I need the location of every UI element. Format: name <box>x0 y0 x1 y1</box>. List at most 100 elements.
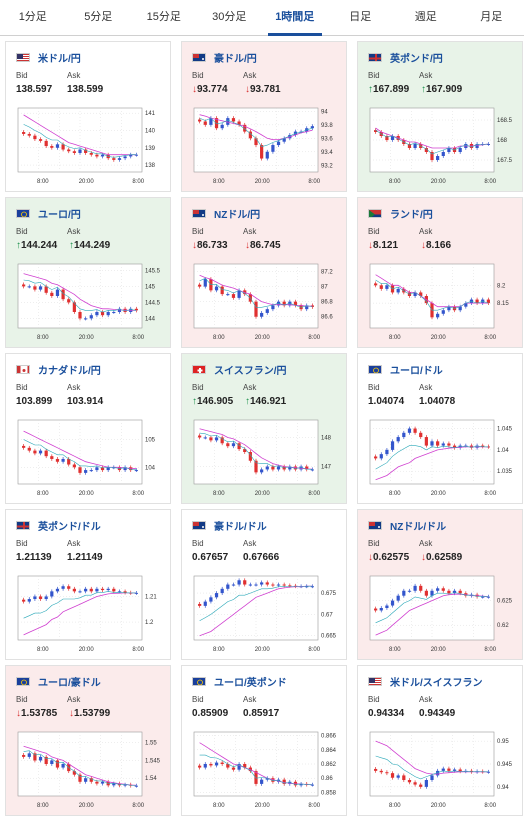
currency-pair-link[interactable]: 米ドル/円 <box>16 50 81 65</box>
tab-15min[interactable]: 15分足 <box>131 0 197 35</box>
y-tick-label: 86.6 <box>321 315 333 321</box>
candle-body <box>430 775 433 780</box>
candle-body <box>221 287 224 295</box>
currency-pair-link[interactable]: ユーロ/英ポンド <box>192 674 287 689</box>
x-tick-label: 8:00 <box>132 335 144 341</box>
tab-daily[interactable]: 日足 <box>328 0 394 35</box>
candle-body <box>112 589 115 592</box>
candle-body <box>123 156 126 158</box>
x-tick-label: 8:00 <box>484 647 496 653</box>
ask-value: ↓1.53799 <box>69 708 110 719</box>
candle-body <box>408 429 411 433</box>
candle-body <box>271 305 274 309</box>
tab-monthly[interactable]: 月足 <box>459 0 524 35</box>
y-tick-label: 0.945 <box>497 762 513 768</box>
currency-pair-link[interactable]: 豪ドル/ドル <box>192 518 267 533</box>
candle-body <box>22 600 25 602</box>
x-tick-label: 8:00 <box>213 491 225 497</box>
currency-pair-link[interactable]: ユーロ/円 <box>16 206 81 221</box>
tab-1min[interactable]: 1分足 <box>0 0 66 35</box>
bid-value: ↓86.733 <box>192 240 228 251</box>
x-tick-label: 8:00 <box>308 491 320 497</box>
candle-body <box>436 588 439 590</box>
tab-1hour[interactable]: 1時間足 <box>262 0 328 35</box>
currency-pair-link[interactable]: NZドル/円 <box>192 206 260 221</box>
ask-label: Ask <box>419 539 432 548</box>
candle-body <box>73 589 76 592</box>
candle-body <box>78 591 81 592</box>
tab-30min[interactable]: 30分足 <box>197 0 263 35</box>
candle-body <box>45 141 48 146</box>
y-tick-label: 1.2 <box>145 620 154 626</box>
candle-body <box>61 586 64 589</box>
currency-pair-link[interactable]: NZドル/ドル <box>368 518 446 533</box>
candle-body <box>237 580 240 584</box>
currency-pair-link[interactable]: ユーロ/ドル <box>368 362 443 377</box>
currency-pair-link[interactable]: カナダドル/円 <box>16 362 101 377</box>
y-tick-label: 8.15 <box>497 301 509 307</box>
tab-5min[interactable]: 5分足 <box>66 0 132 35</box>
tab-weekly[interactable]: 週足 <box>393 0 459 35</box>
candle-body <box>397 289 400 293</box>
candle-body <box>266 582 269 584</box>
candle-body <box>84 470 87 473</box>
candle-body <box>56 760 59 767</box>
currency-pair-link[interactable]: 英ポンド/ドル <box>16 518 101 533</box>
currency-pair-link[interactable]: ランド/円 <box>368 206 433 221</box>
ask-label: Ask <box>419 227 432 236</box>
ask-label: Ask <box>67 227 80 236</box>
y-tick-label: 94 <box>321 109 328 115</box>
candle-body <box>380 771 383 772</box>
candle-body <box>198 604 201 606</box>
currency-pair-link[interactable]: スイスフラン/円 <box>192 362 286 377</box>
y-tick-label: 147 <box>321 465 332 471</box>
y-tick-label: 145 <box>145 284 156 290</box>
candle-body <box>90 153 93 155</box>
currency-pair-link[interactable]: 豪ドル/円 <box>192 50 257 65</box>
currency-pair-title: 米ドル/スイスフラン <box>390 674 482 689</box>
candle-body <box>39 596 42 599</box>
candle-body <box>221 589 224 593</box>
ask-label: Ask <box>419 383 432 392</box>
currency-pair-link[interactable]: ユーロ/豪ドル <box>16 674 101 689</box>
currency-pair-link[interactable]: 米ドル/スイスフラン <box>368 674 482 689</box>
currency-pair-link[interactable]: 英ポンド/円 <box>368 50 443 65</box>
y-tick-label: 0.94 <box>497 785 509 791</box>
candle-body <box>209 437 212 440</box>
currency-pair-title: 豪ドル/ドル <box>214 518 267 533</box>
candle-body <box>204 437 207 438</box>
